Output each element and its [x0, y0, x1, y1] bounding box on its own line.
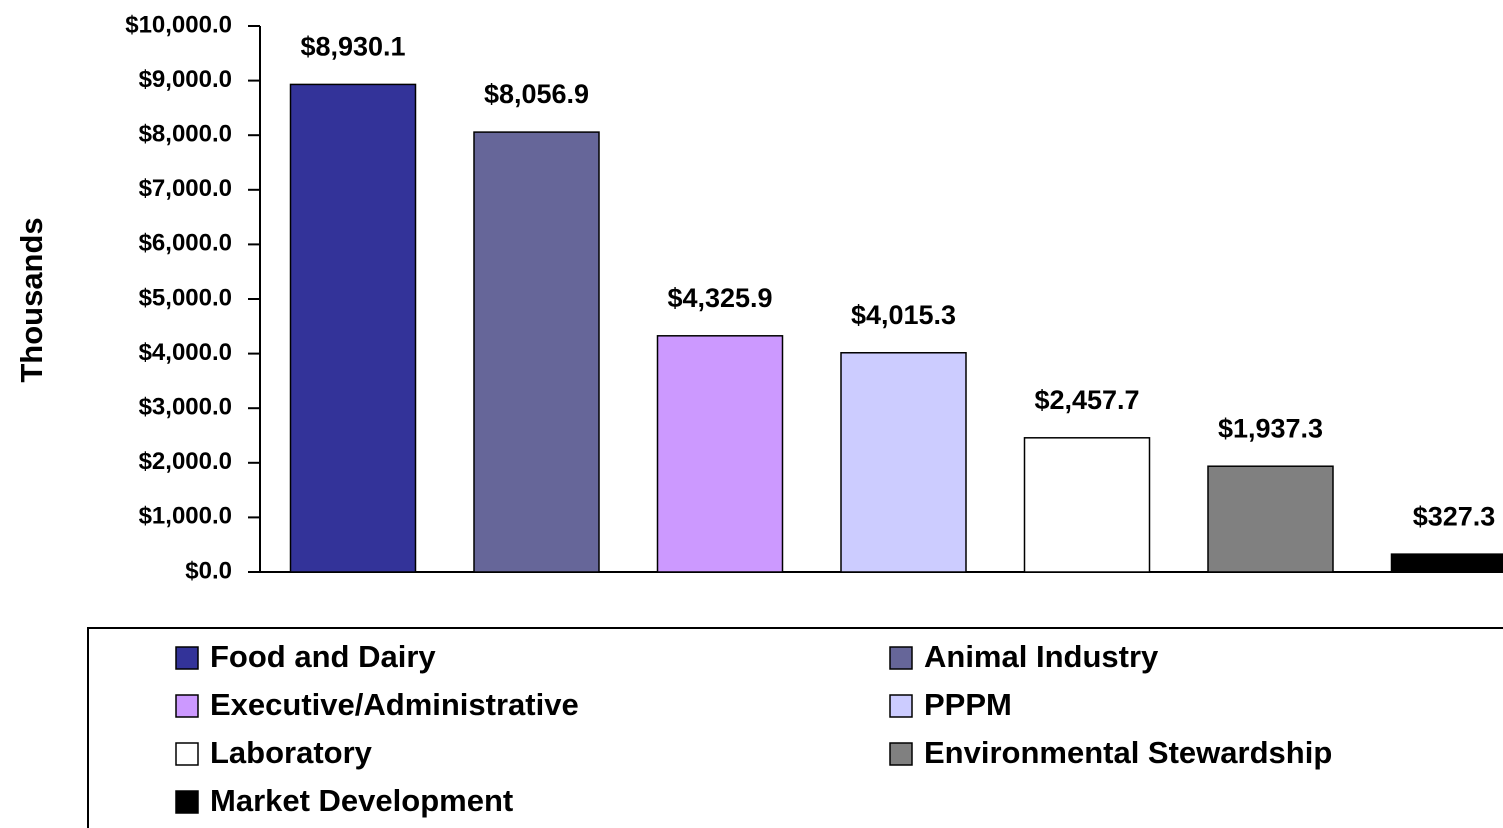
- y-tick-label: $1,000.0: [139, 503, 232, 530]
- legend-swatch: [175, 694, 199, 718]
- y-tick-label: $6,000.0: [139, 230, 232, 257]
- bar: [473, 131, 600, 573]
- bar: [289, 83, 417, 573]
- data-label: $8,056.9: [484, 79, 589, 109]
- data-label: $8,930.1: [300, 32, 405, 62]
- bar: [656, 335, 784, 573]
- bar: [1207, 465, 1334, 573]
- y-tick-label: $10,000.0: [125, 11, 232, 38]
- y-tick-label: $7,000.0: [139, 175, 232, 202]
- legend-label: Laboratory: [210, 735, 373, 770]
- bar: [1390, 553, 1503, 573]
- legend-swatch: [175, 646, 199, 670]
- data-label: $1,937.3: [1218, 413, 1323, 443]
- legend-swatch: [175, 742, 199, 766]
- legend-label: Environmental Stewardship: [924, 735, 1332, 770]
- bar: [1023, 437, 1151, 573]
- legend-label: Market Development: [210, 783, 513, 818]
- y-tick-label: $0.0: [185, 557, 232, 584]
- legend-swatch: [175, 790, 199, 814]
- y-tick-label: $9,000.0: [139, 66, 232, 93]
- data-label: $327.3: [1413, 501, 1496, 531]
- y-tick-label: $3,000.0: [139, 394, 232, 421]
- y-axis-label: Thousands: [14, 217, 49, 382]
- legend-label: Food and Dairy: [210, 639, 436, 674]
- legend-label: PPPM: [924, 687, 1012, 722]
- legend-label: Animal Industry: [924, 639, 1159, 674]
- y-tick-label: $2,000.0: [139, 448, 232, 475]
- legend-label: Executive/Administrative: [210, 687, 579, 722]
- y-tick-label: $4,000.0: [139, 339, 232, 366]
- legend-swatch: [889, 646, 913, 670]
- y-tick-label: $5,000.0: [139, 284, 232, 311]
- y-tick-label: $8,000.0: [139, 121, 232, 148]
- bar: [840, 352, 967, 573]
- data-label: $4,325.9: [667, 283, 772, 313]
- legend-box: [87, 627, 1503, 828]
- data-label: $4,015.3: [851, 300, 956, 330]
- legend-swatch: [889, 694, 913, 718]
- legend-swatch: [889, 742, 913, 766]
- data-label: $2,457.7: [1034, 385, 1139, 415]
